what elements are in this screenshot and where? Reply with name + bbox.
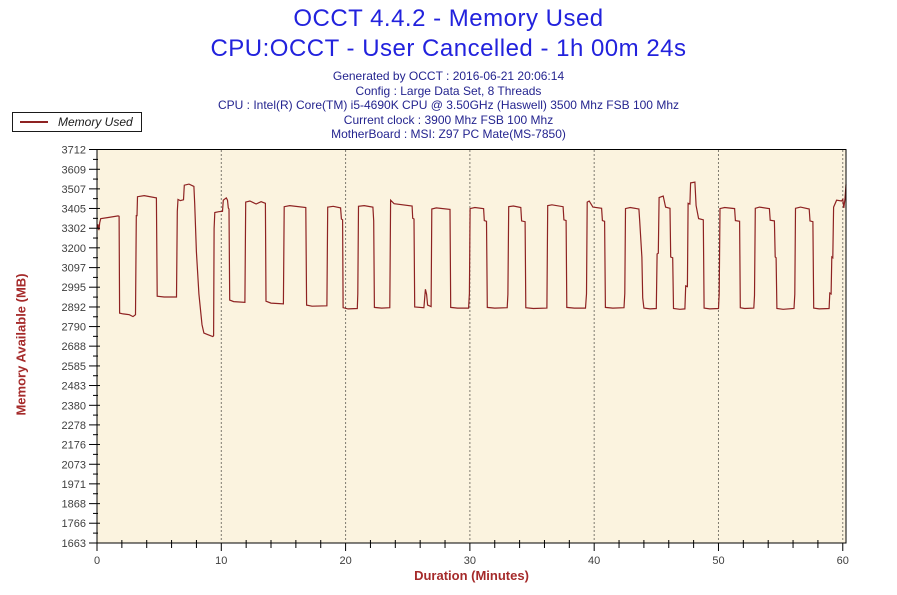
- x-tick-label: 60: [837, 555, 849, 567]
- series-line-swatch: [20, 121, 48, 123]
- y-tick-label: 2483: [62, 381, 86, 393]
- y-tick-label: 2790: [62, 322, 86, 334]
- x-tick-label: 50: [712, 555, 724, 567]
- y-tick-label: 2278: [62, 420, 86, 432]
- x-axis-title: Duration (Minutes): [414, 568, 529, 583]
- x-tick-label: 10: [215, 555, 227, 567]
- x-tick-label: 0: [94, 555, 100, 567]
- y-tick-label: 3302: [62, 223, 86, 235]
- y-tick-label: 1971: [62, 479, 86, 491]
- legend-label: Memory Used: [58, 115, 133, 129]
- y-axis-title: Memory Available (MB): [13, 273, 29, 416]
- x-tick-label: 30: [464, 555, 476, 567]
- y-tick-label: 3405: [62, 203, 86, 215]
- y-tick-label: 2585: [62, 361, 86, 373]
- generated-by-line: Generated by OCCT : 2016-06-21 20:06:14: [332, 69, 565, 83]
- current-clock-line: Current clock : 3900 Mhz FSB 100 Mhz: [343, 112, 554, 127]
- plot-area: [97, 149, 846, 543]
- y-tick-label: 2073: [62, 459, 86, 471]
- y-tick-label: 1868: [62, 499, 86, 511]
- motherboard-line: MotherBoard : MSI: Z97 PC Mate(MS-7850): [331, 127, 566, 141]
- y-tick-label: 1663: [62, 538, 86, 550]
- y-tick-label: 3200: [62, 243, 86, 255]
- y-tick-label: 3507: [62, 184, 86, 196]
- y-tick-label: 1766: [62, 518, 86, 530]
- series-line-memory-used: [96, 181, 847, 338]
- page-title: OCCT 4.4.2 - Memory Used: [293, 5, 604, 32]
- legend-box: Memory Used: [12, 112, 142, 132]
- y-tick-label: 2892: [62, 302, 86, 314]
- page-subtitle-test-result: CPU:OCCT - User Cancelled - 1h 00m 24s: [210, 35, 687, 62]
- y-tick-label: 3609: [62, 164, 86, 176]
- y-tick-label: 2995: [62, 282, 86, 294]
- y-tick-label: 2380: [62, 400, 86, 412]
- config-line: Config : Large Data Set, 8 Threads: [355, 83, 542, 98]
- cpu-line: CPU : Intel(R) Core(TM) i5-4690K CPU @ 3…: [218, 98, 679, 112]
- y-tick-label: 3097: [62, 263, 86, 275]
- x-tick-label: 40: [588, 555, 600, 567]
- y-tick-label: 3712: [62, 145, 86, 157]
- x-tick-label: 20: [339, 555, 351, 567]
- y-tick-label: 2688: [62, 341, 86, 353]
- y-tick-label: 2176: [62, 439, 86, 451]
- system-info-block: Generated by OCCT : 2016-06-21 20:06:14 …: [0, 69, 897, 142]
